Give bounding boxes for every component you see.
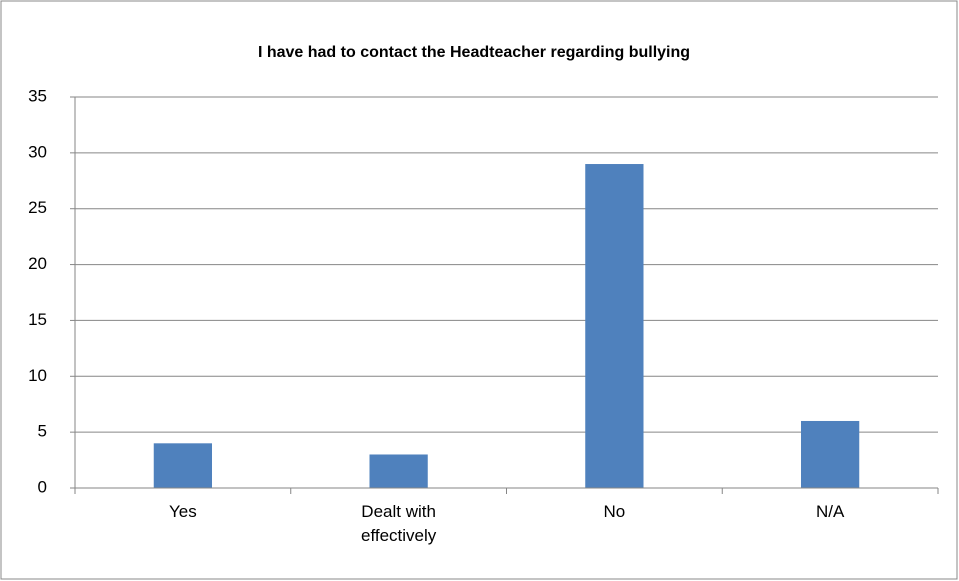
y-tick-label: 25	[28, 198, 47, 217]
y-tick-label: 35	[28, 86, 47, 105]
bar	[800, 420, 860, 488]
y-tick-label: 15	[28, 310, 47, 329]
chart-title: I have had to contact the Headteacher re…	[258, 44, 690, 61]
x-tick-label-box: No	[603, 502, 626, 521]
x-tick-label: No	[603, 502, 626, 521]
bar	[153, 443, 213, 488]
y-tick-label: 20	[28, 254, 47, 273]
x-tick-label: Dealt with effectively	[360, 502, 437, 545]
x-tick-label-box: Dealt with effectively	[360, 502, 437, 545]
x-tick-label-box: N/A	[815, 502, 845, 521]
y-tick-label: 0	[38, 477, 47, 496]
y-tick-label: 10	[28, 366, 47, 385]
x-tick-label-box: Yes	[169, 502, 197, 521]
y-tick-label: 30	[28, 142, 47, 161]
x-tick-label: Yes	[169, 502, 197, 521]
bar	[369, 454, 428, 488]
x-tick-label: N/A	[815, 502, 845, 521]
bar	[585, 164, 644, 488]
y-tick-label: 5	[38, 422, 47, 441]
